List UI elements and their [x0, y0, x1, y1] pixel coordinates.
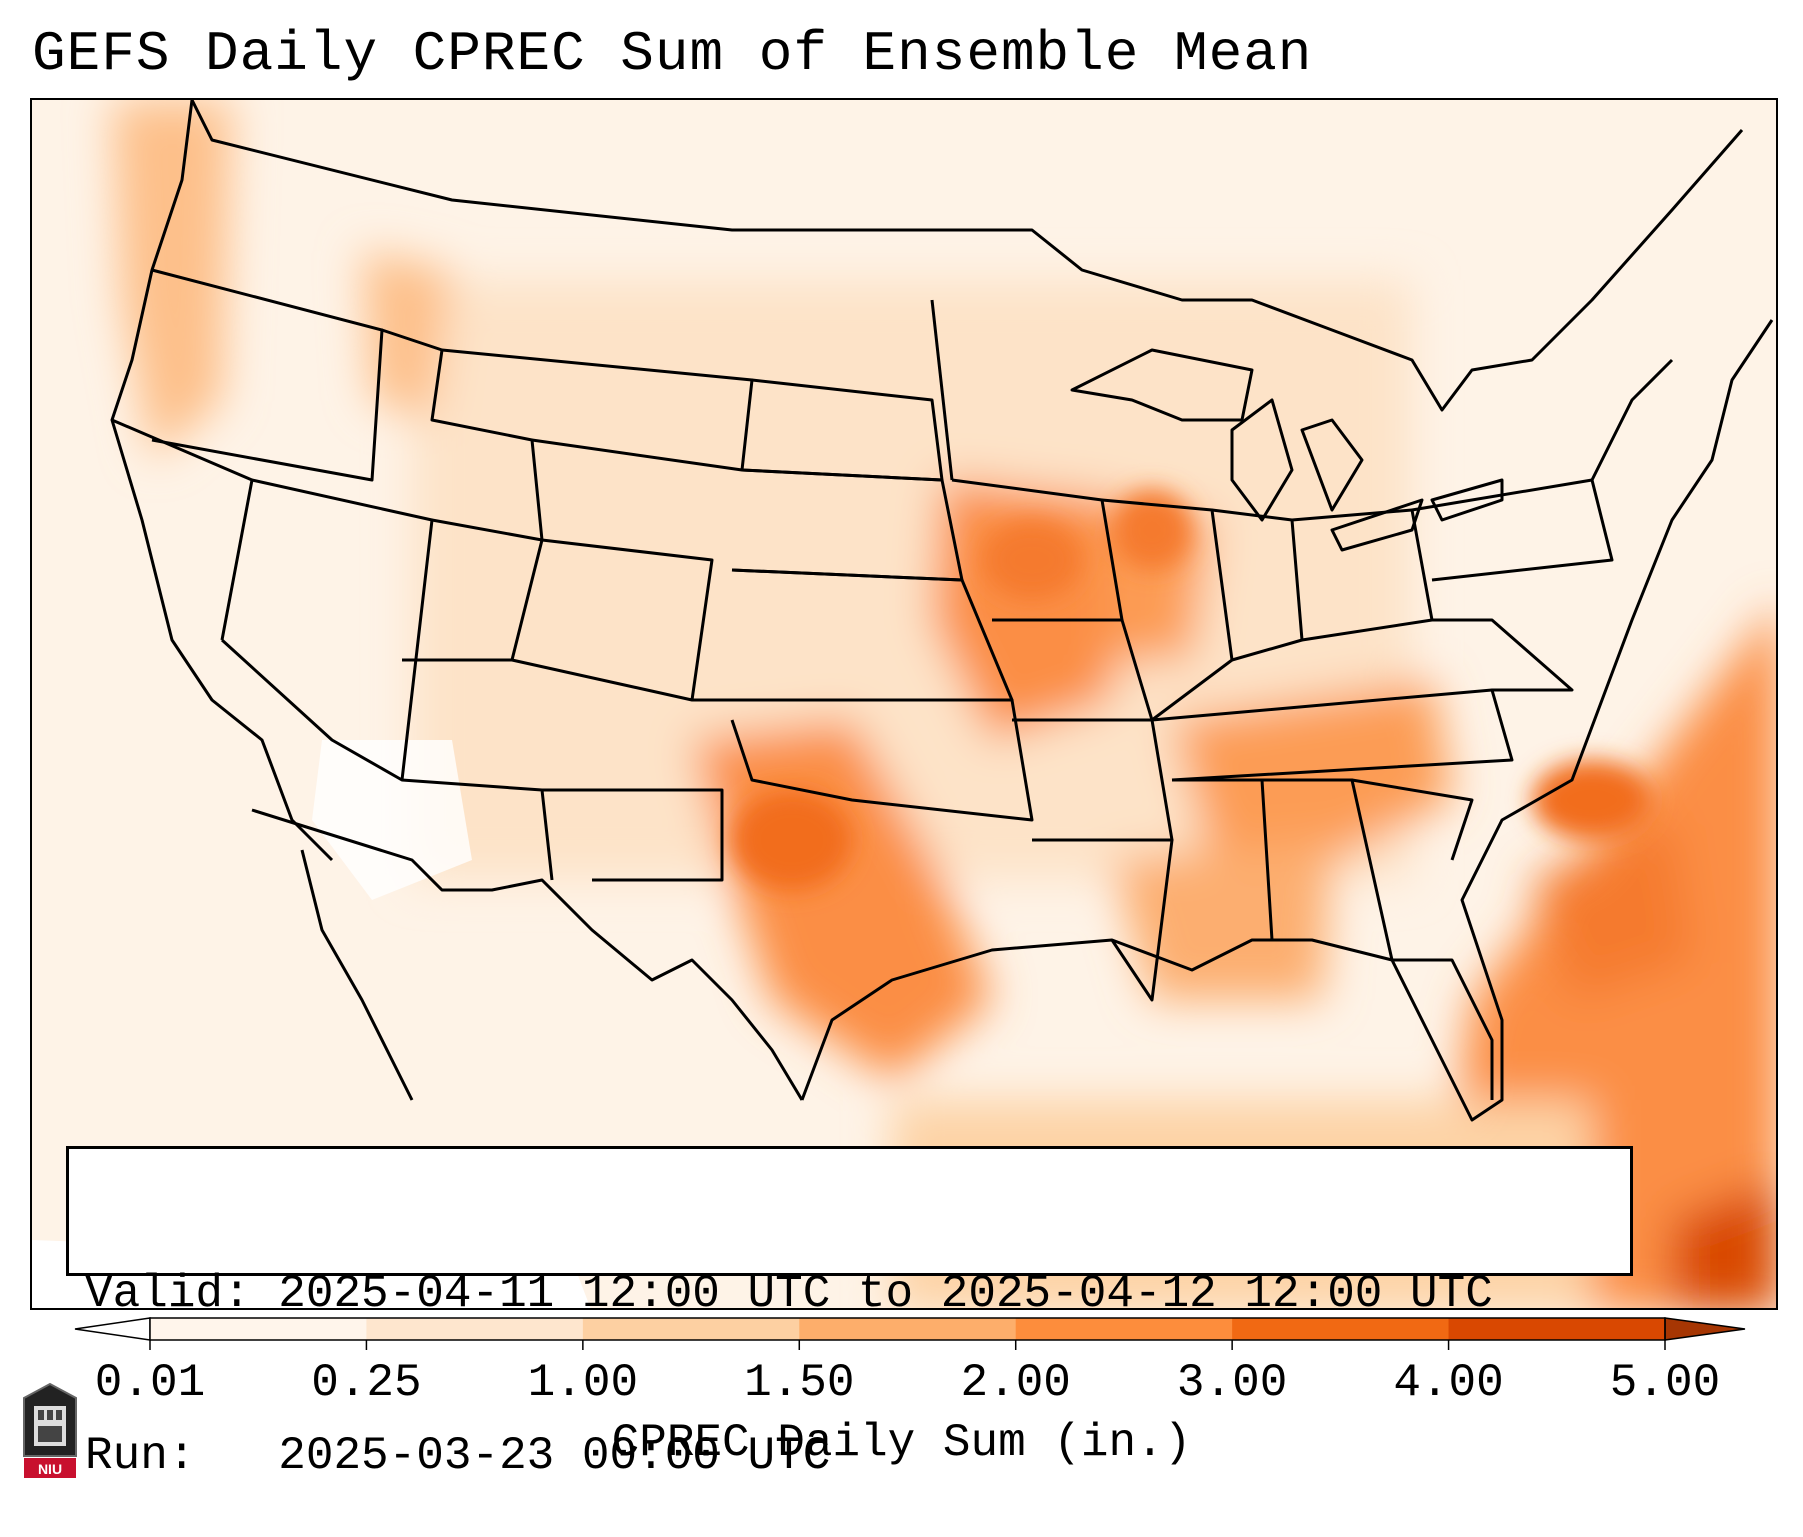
colorbar-tick-label: 4.00 — [1393, 1357, 1504, 1409]
colorbar-frame — [149, 1317, 1666, 1341]
colorbar-tick-label: 2.00 — [960, 1357, 1071, 1409]
colorbar-tick-label: 5.00 — [1609, 1357, 1721, 1409]
colorbar-segment — [582, 1318, 800, 1340]
colorbar — [74, 1317, 1746, 1350]
precip-cores — [732, 490, 1652, 890]
map-canvas — [32, 100, 1776, 1308]
colorbar-segment — [366, 1318, 584, 1340]
run-time: Run: 2025-03-23 00:00 UTC — [85, 1430, 831, 1482]
precip-map — [30, 98, 1778, 1310]
colorbar-tick-label: 3.00 — [1176, 1357, 1288, 1409]
colorbar-segment — [1015, 1318, 1233, 1340]
map-title: GEFS Daily CPREC Sum of Ensemble Mean — [32, 22, 1313, 86]
dry-zone — [312, 740, 472, 900]
state-borders — [110, 100, 1774, 1122]
canada-border — [190, 100, 1744, 412]
valid-time: Valid: 2025-04-11 12:00 UTC to 2025-04-1… — [85, 1268, 1493, 1320]
niu-logo-text: NIU — [38, 1461, 62, 1477]
colorbar-over-arrow — [1664, 1317, 1746, 1341]
valid-run-box: Valid: 2025-04-11 12:00 UTC to 2025-04-1… — [66, 1146, 1633, 1482]
colorbar-under-arrow — [74, 1317, 151, 1341]
colorbar-label: CPREC Daily Sum (in.) — [611, 1417, 1192, 1469]
colorbar-tick-label: 1.50 — [744, 1357, 855, 1409]
colorbar-segment — [1232, 1318, 1450, 1340]
colorbar-tick-label: 0.01 — [94, 1357, 206, 1409]
colorbar-segment — [150, 1318, 367, 1340]
colorbar-tick-label: 1.00 — [527, 1357, 639, 1409]
niu-logo: NIU — [23, 1382, 77, 1478]
colorbar-segment — [799, 1318, 1017, 1340]
colorbar-tick-label: 0.25 — [311, 1357, 422, 1409]
colorbar-segment — [1448, 1318, 1666, 1340]
